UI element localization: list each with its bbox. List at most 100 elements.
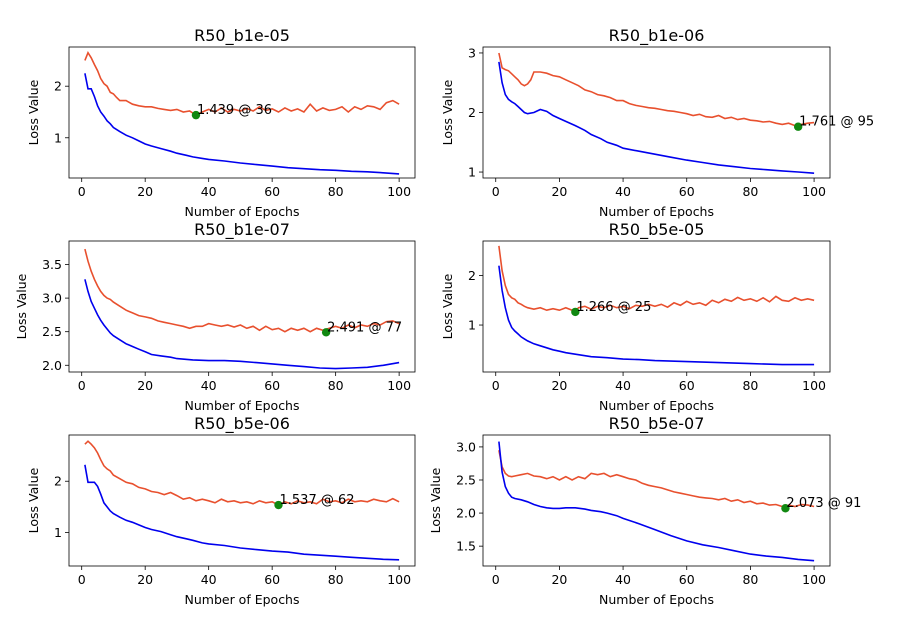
x-tick-label: 40 <box>615 572 631 587</box>
x-tick-label: 100 <box>802 378 826 393</box>
validation-loss-line <box>84 440 400 506</box>
training-loss-line <box>84 279 400 370</box>
x-tick-label: 0 <box>492 572 500 587</box>
min-loss-marker <box>274 500 283 510</box>
subplot-title: R50_b5e-06 <box>194 414 290 434</box>
subplot-4: R50_b5e-05 0 20 40 60 80 100 1 2 Number of Epochs… <box>440 220 831 413</box>
subplot-title: R50_b1e-06 <box>609 26 705 46</box>
min-loss-annotation: 1.537 @ 62 <box>280 493 355 508</box>
x-tick-label: 20 <box>137 378 153 393</box>
x-tick-label: 0 <box>78 572 86 587</box>
plot-frame <box>68 434 416 567</box>
y-tick-label: 2.5 <box>456 472 476 487</box>
x-tick-label: 20 <box>551 572 567 587</box>
x-tick-label: 20 <box>137 572 153 587</box>
y-axis-label: Loss Value <box>428 467 443 533</box>
x-tick-label: 80 <box>742 184 758 199</box>
x-tick-label: 60 <box>679 572 695 587</box>
y-tick-label: 2 <box>54 474 62 489</box>
x-tick-label: 80 <box>742 572 758 587</box>
x-tick-label: 20 <box>551 184 567 199</box>
y-axis-label: Loss Value <box>440 79 455 145</box>
plot-frame <box>68 240 416 373</box>
y-tick-label: 1 <box>468 318 476 333</box>
training-loss-line <box>84 464 400 561</box>
plot-frame <box>482 240 831 373</box>
x-tick-label: 20 <box>551 378 567 393</box>
x-tick-label: 100 <box>387 572 411 587</box>
y-tick-label: 2.5 <box>42 324 62 339</box>
training-loss-line <box>498 441 815 562</box>
y-tick-label: 3.0 <box>42 291 62 306</box>
y-tick-label: 1.5 <box>456 539 476 554</box>
y-tick-label: 3.0 <box>456 439 476 454</box>
min-loss-annotation: 2.073 @ 91 <box>786 496 861 511</box>
subplot-2: R50_b1e-06 0 20 40 60 80 100 1 2 3 Number of Epoch… <box>440 26 874 219</box>
validation-loss-line <box>84 248 400 333</box>
x-tick-label: 60 <box>264 572 280 587</box>
min-loss-marker <box>571 307 580 317</box>
x-tick-label: 40 <box>201 378 217 393</box>
x-tick-label: 60 <box>264 378 280 393</box>
validation-loss-line <box>84 50 400 117</box>
training-loss-line <box>498 61 815 174</box>
x-axis-label: Number of Epochs <box>599 592 714 607</box>
validation-loss-line <box>498 52 815 128</box>
x-tick-label: 60 <box>679 378 695 393</box>
x-tick-label: 100 <box>387 184 411 199</box>
subplot-1: R50_b1e-05 0 20 40 60 80 100 1 2 Number of Epochs… <box>26 26 416 219</box>
x-tick-label: 40 <box>615 184 631 199</box>
plot-frame <box>482 46 831 179</box>
x-axis-label: Number of Epochs <box>185 592 300 607</box>
x-axis-label: Number of Epochs <box>185 204 300 219</box>
min-loss-annotation: 2.491 @ 77 <box>327 320 402 335</box>
x-axis-label: Number of Epochs <box>599 204 714 219</box>
subplot-title: R50_b1e-05 <box>194 26 290 46</box>
x-axis-label: Number of Epochs <box>185 398 300 413</box>
y-axis-label: Loss Value <box>440 273 455 339</box>
min-loss-annotation: 1.266 @ 25 <box>576 300 651 315</box>
x-tick-label: 40 <box>615 378 631 393</box>
subplot-6: R50_b5e-07 0 20 40 60 80 100 1.5 2.0 2.5 3.0 Number… <box>428 414 861 607</box>
x-tick-label: 80 <box>328 572 344 587</box>
subplot-5: R50_b5e-06 0 20 40 60 80 100 1 2 Number of Epochs… <box>26 414 416 607</box>
x-tick-label: 100 <box>802 184 826 199</box>
y-axis-label: Loss Value <box>26 467 41 533</box>
min-loss-marker <box>781 504 790 513</box>
y-tick-label: 2.0 <box>456 506 476 521</box>
min-loss-marker <box>793 122 803 131</box>
x-tick-label: 40 <box>201 184 217 199</box>
y-axis-label: Loss Value <box>14 273 29 339</box>
plot-frame <box>68 46 416 179</box>
x-tick-label: 100 <box>387 378 411 393</box>
min-loss-marker <box>321 328 331 337</box>
training-loss-line <box>498 265 815 366</box>
validation-loss-line <box>498 245 815 313</box>
y-tick-label: 2 <box>468 105 476 120</box>
x-tick-label: 0 <box>78 184 86 199</box>
y-tick-label: 3 <box>468 45 476 60</box>
x-tick-label: 80 <box>742 378 758 393</box>
subplot-title: R50_b5e-05 <box>609 220 705 240</box>
x-tick-label: 80 <box>328 378 344 393</box>
subplot-title: R50_b1e-07 <box>194 220 290 240</box>
x-tick-label: 100 <box>802 572 826 587</box>
training-loss-line <box>84 73 400 175</box>
y-tick-label: 2 <box>468 268 476 283</box>
x-tick-label: 60 <box>264 184 280 199</box>
y-tick-label: 1 <box>468 165 476 180</box>
min-loss-annotation: 1.439 @ 36 <box>197 103 272 118</box>
subplot-3: R50_b1e-07 0 20 40 60 80 100 2.0 2.5 3.0 3.5 Number… <box>14 220 416 413</box>
x-tick-label: 0 <box>492 378 500 393</box>
validation-loss-line <box>498 450 815 510</box>
y-tick-label: 1 <box>54 130 62 145</box>
subplot-title: R50_b5e-07 <box>609 414 705 434</box>
y-axis-label: Loss Value <box>26 79 41 145</box>
x-tick-label: 80 <box>328 184 344 199</box>
y-tick-label: 3.5 <box>42 257 62 272</box>
x-axis-label: Number of Epochs <box>599 398 714 413</box>
x-tick-label: 40 <box>201 572 217 587</box>
y-tick-label: 2 <box>54 79 62 94</box>
x-tick-label: 0 <box>492 184 500 199</box>
